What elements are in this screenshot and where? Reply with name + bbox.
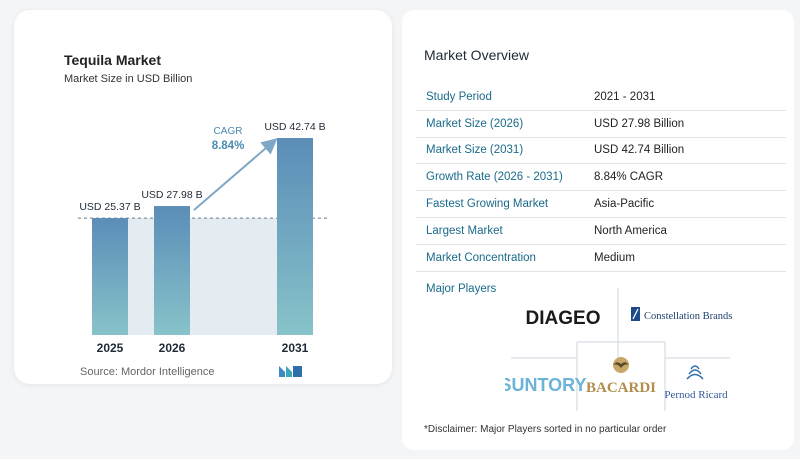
major-players-logos: DIAGEO Constellation Brands SUNTORY BACA… <box>505 288 732 411</box>
row-label: Study Period <box>426 90 492 103</box>
suntory-logo: SUNTORY <box>505 375 587 395</box>
chart-subtitle: Market Size in USD Billion <box>64 73 193 85</box>
mordor-intelligence-logo <box>279 366 302 377</box>
table-row: Study Period 2021 - 2031 <box>416 84 786 111</box>
table-row: Market Concentration Medium <box>416 245 786 272</box>
cagr-arrow <box>193 138 278 211</box>
x-tick-2026: 2026 <box>159 341 186 355</box>
bar-2026 <box>154 206 190 335</box>
bar-2025 <box>92 218 128 335</box>
source-note: Source: Mordor Intelligence <box>80 366 215 378</box>
row-value: North America <box>594 224 667 237</box>
cagr-label: CAGR <box>214 126 243 137</box>
table-row: Market Size (2026) USD 27.98 Billion <box>416 111 786 138</box>
data-label-2026: USD 27.98 B <box>141 189 202 201</box>
diageo-logo: DIAGEO <box>526 308 601 329</box>
row-label: Growth Rate (2026 - 2031) <box>426 171 563 184</box>
table-row: Fastest Growing Market Asia-Pacific <box>416 191 786 218</box>
row-value: USD 42.74 Billion <box>594 144 685 157</box>
row-value: Medium <box>594 251 635 264</box>
bar-chart: USD 25.37 B 2025 USD 27.98 B 2026 USD 42.74 … <box>78 121 327 355</box>
row-value: USD 27.98 Billion <box>594 117 685 130</box>
table-row: Largest Market North America <box>416 218 786 245</box>
pernod-ricard-icon <box>686 365 704 380</box>
overview-title: Market Overview <box>424 47 530 63</box>
row-value: Asia-Pacific <box>594 198 655 211</box>
row-value: 8.84% CAGR <box>594 171 664 184</box>
bar-2031 <box>277 138 313 335</box>
row-label: Market Size (2031) <box>426 144 524 157</box>
constellation-logo: Constellation Brands <box>644 311 732 322</box>
row-label: Market Concentration <box>426 251 536 264</box>
table-row: Growth Rate (2026 - 2031) 8.84% CAGR <box>416 164 786 192</box>
row-label: Largest Market <box>426 224 503 237</box>
data-label-2025: USD 25.37 B <box>79 201 140 213</box>
row-value: 2021 - 2031 <box>594 90 656 103</box>
pernod-ricard-logo: Pernod Ricard <box>664 389 728 401</box>
row-label: Fastest Growing Market <box>426 198 549 211</box>
baseline-band <box>92 218 313 335</box>
overview-table: Study Period 2021 - 2031 Market Size (20… <box>416 84 786 272</box>
chart-title: Tequila Market <box>64 52 161 68</box>
x-tick-2025: 2025 <box>97 341 124 355</box>
cagr-value: 8.84% <box>212 140 245 152</box>
market-overview-panel <box>402 10 794 450</box>
major-players-title: Major Players <box>426 283 497 295</box>
disclaimer: *Disclaimer: Major Players sorted in no … <box>424 424 667 435</box>
data-label-2031: USD 42.74 B <box>264 121 325 133</box>
table-row: Market Size (2031) USD 42.74 Billion <box>416 138 786 165</box>
row-label: Market Size (2026) <box>426 117 524 130</box>
bacardi-logo: BACARDI <box>586 380 656 396</box>
x-tick-2031: 2031 <box>282 341 309 355</box>
